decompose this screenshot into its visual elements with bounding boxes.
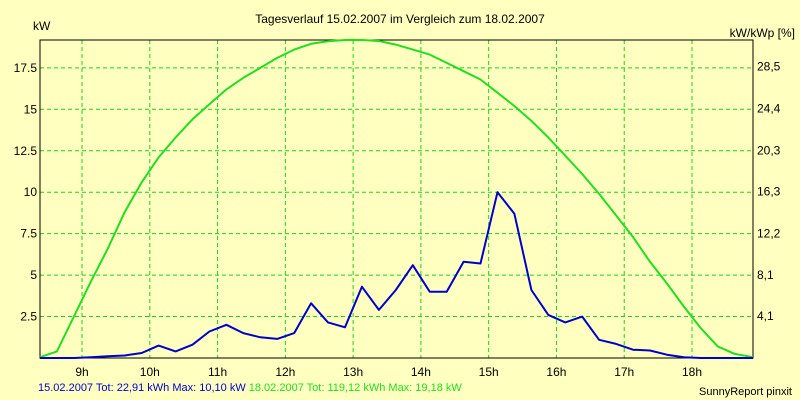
- y-left-tick-label: 10: [24, 185, 38, 199]
- x-tick-label: 16h: [546, 365, 566, 379]
- x-tick-label: 15h: [479, 365, 499, 379]
- footer-legend: 15.02.2007 Tot: 22,91 kWh Max: 10,10 kW …: [38, 382, 462, 394]
- y-right-tick-label: 20,3: [757, 143, 781, 157]
- legend-series-18-02: 18.02.2007 Tot: 119,12 kWh Max: 19,18 kW: [248, 382, 462, 394]
- series-line-15-02-2007: [40, 191, 753, 359]
- y-right-tick-label: 4,1: [757, 309, 774, 323]
- y-right-tick-label: 16,3: [757, 184, 781, 198]
- y-right-tick-label: 8,1: [757, 268, 774, 282]
- y-left-tick-label: 5: [30, 268, 37, 282]
- x-tick-label: 13h: [343, 365, 363, 379]
- grid-lines: [40, 40, 753, 358]
- y-right-tick-label: 12,2: [757, 226, 781, 240]
- y-left-tick-label: 2.5: [20, 310, 37, 324]
- x-tick-label: 14h: [411, 365, 431, 379]
- series-layer: [39, 39, 754, 359]
- x-tick-label: 17h: [614, 365, 634, 379]
- y-right-tick-label: 28,5: [757, 60, 781, 74]
- x-tick-label: 12h: [275, 365, 295, 379]
- x-tick-label: 11h: [208, 365, 227, 379]
- y-axis-left-label: kW: [33, 19, 51, 33]
- x-tick-label: 9h: [75, 365, 88, 379]
- y-right-tick-label: 24,4: [757, 102, 781, 116]
- tick-labels: 9h 10h 11h 12h 13h 14h 15h 16h 17h 18h 2.5 5 7.5 10 12…: [14, 60, 781, 379]
- plot-frame: [39, 39, 754, 359]
- chart-title: Tagesverlauf 15.02.2007 im Vergleich zum…: [255, 12, 545, 26]
- y-left-tick-label: 7.5: [20, 227, 37, 241]
- y-left-tick-label: 12.5: [14, 144, 38, 158]
- legend-series-15-02: 15.02.2007 Tot: 22,91 kWh Max: 10,10 kW: [38, 382, 246, 394]
- brand-label: SunnyReport pinxit: [699, 386, 792, 398]
- x-tick-label: 18h: [682, 365, 702, 379]
- y-axis-right-label: kW/kWp [%]: [730, 26, 795, 40]
- x-tick-label: 10h: [140, 365, 160, 379]
- y-left-tick-label: 15: [24, 102, 38, 116]
- y-left-tick-label: 17.5: [14, 61, 38, 75]
- series-line-18-02-2007: [39, 39, 754, 359]
